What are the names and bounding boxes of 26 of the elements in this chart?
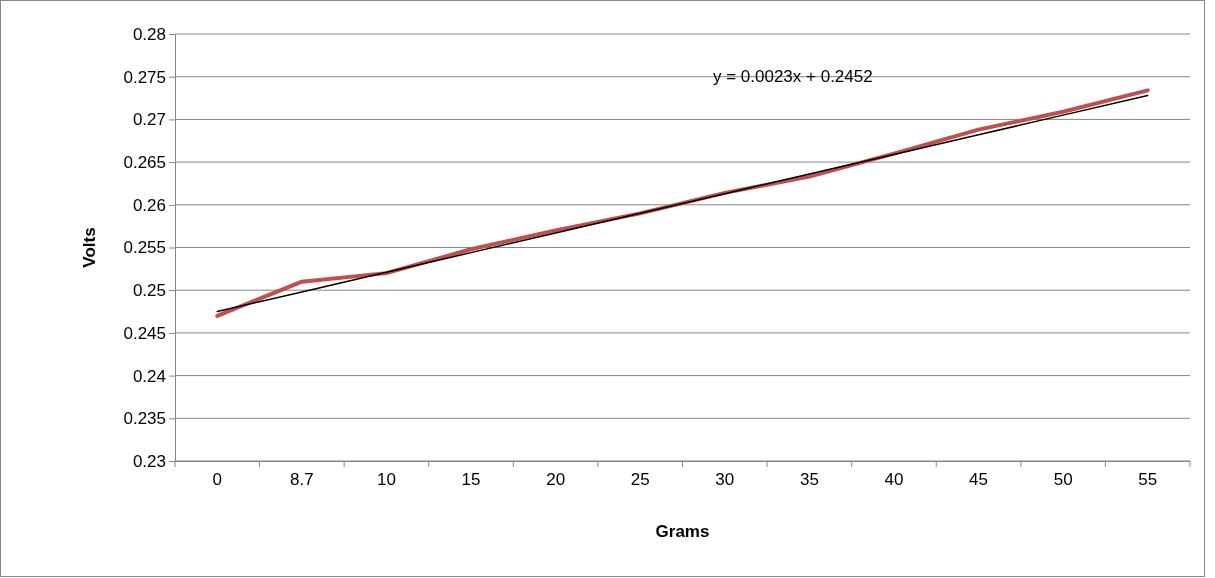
- annotation: y = 0.0023x + 0.2452: [712, 67, 873, 86]
- y-tick-label: 0.23: [132, 451, 166, 471]
- y-tick-label: 0.26: [132, 195, 166, 215]
- y-tick-label: 0.27: [132, 110, 166, 130]
- x-tick-label: 10: [377, 470, 396, 490]
- x-tick-label: 45: [969, 470, 988, 490]
- x-tick-label: 55: [1138, 470, 1158, 490]
- y-tick-label: 0.265: [123, 153, 166, 173]
- y-tick-label: 0.24: [132, 366, 166, 386]
- x-tick-label: 0: [212, 470, 223, 490]
- x-tick-label: 35: [799, 470, 819, 490]
- y-axis-title: Volts: [80, 227, 99, 268]
- x-tick-label: 50: [1053, 470, 1073, 490]
- y-tick-label: 0.28: [132, 24, 166, 44]
- x-tick-label: 8.7: [290, 470, 314, 490]
- y-tick-label: 0.255: [123, 238, 166, 258]
- y-tick-label: 0.245: [123, 323, 166, 343]
- y-tick-label: 0.235: [123, 409, 166, 429]
- y-tick-label: 0.275: [123, 67, 166, 87]
- x-tick-label: 30: [715, 470, 735, 490]
- y-tick-label: 0.25: [132, 281, 166, 301]
- x-axis-title: Grams: [655, 522, 710, 541]
- x-tick-label: 20: [546, 470, 566, 490]
- x-tick-label: 40: [884, 470, 904, 490]
- x-tick-label: 15: [461, 470, 481, 490]
- x-tick-label: 25: [630, 470, 650, 490]
